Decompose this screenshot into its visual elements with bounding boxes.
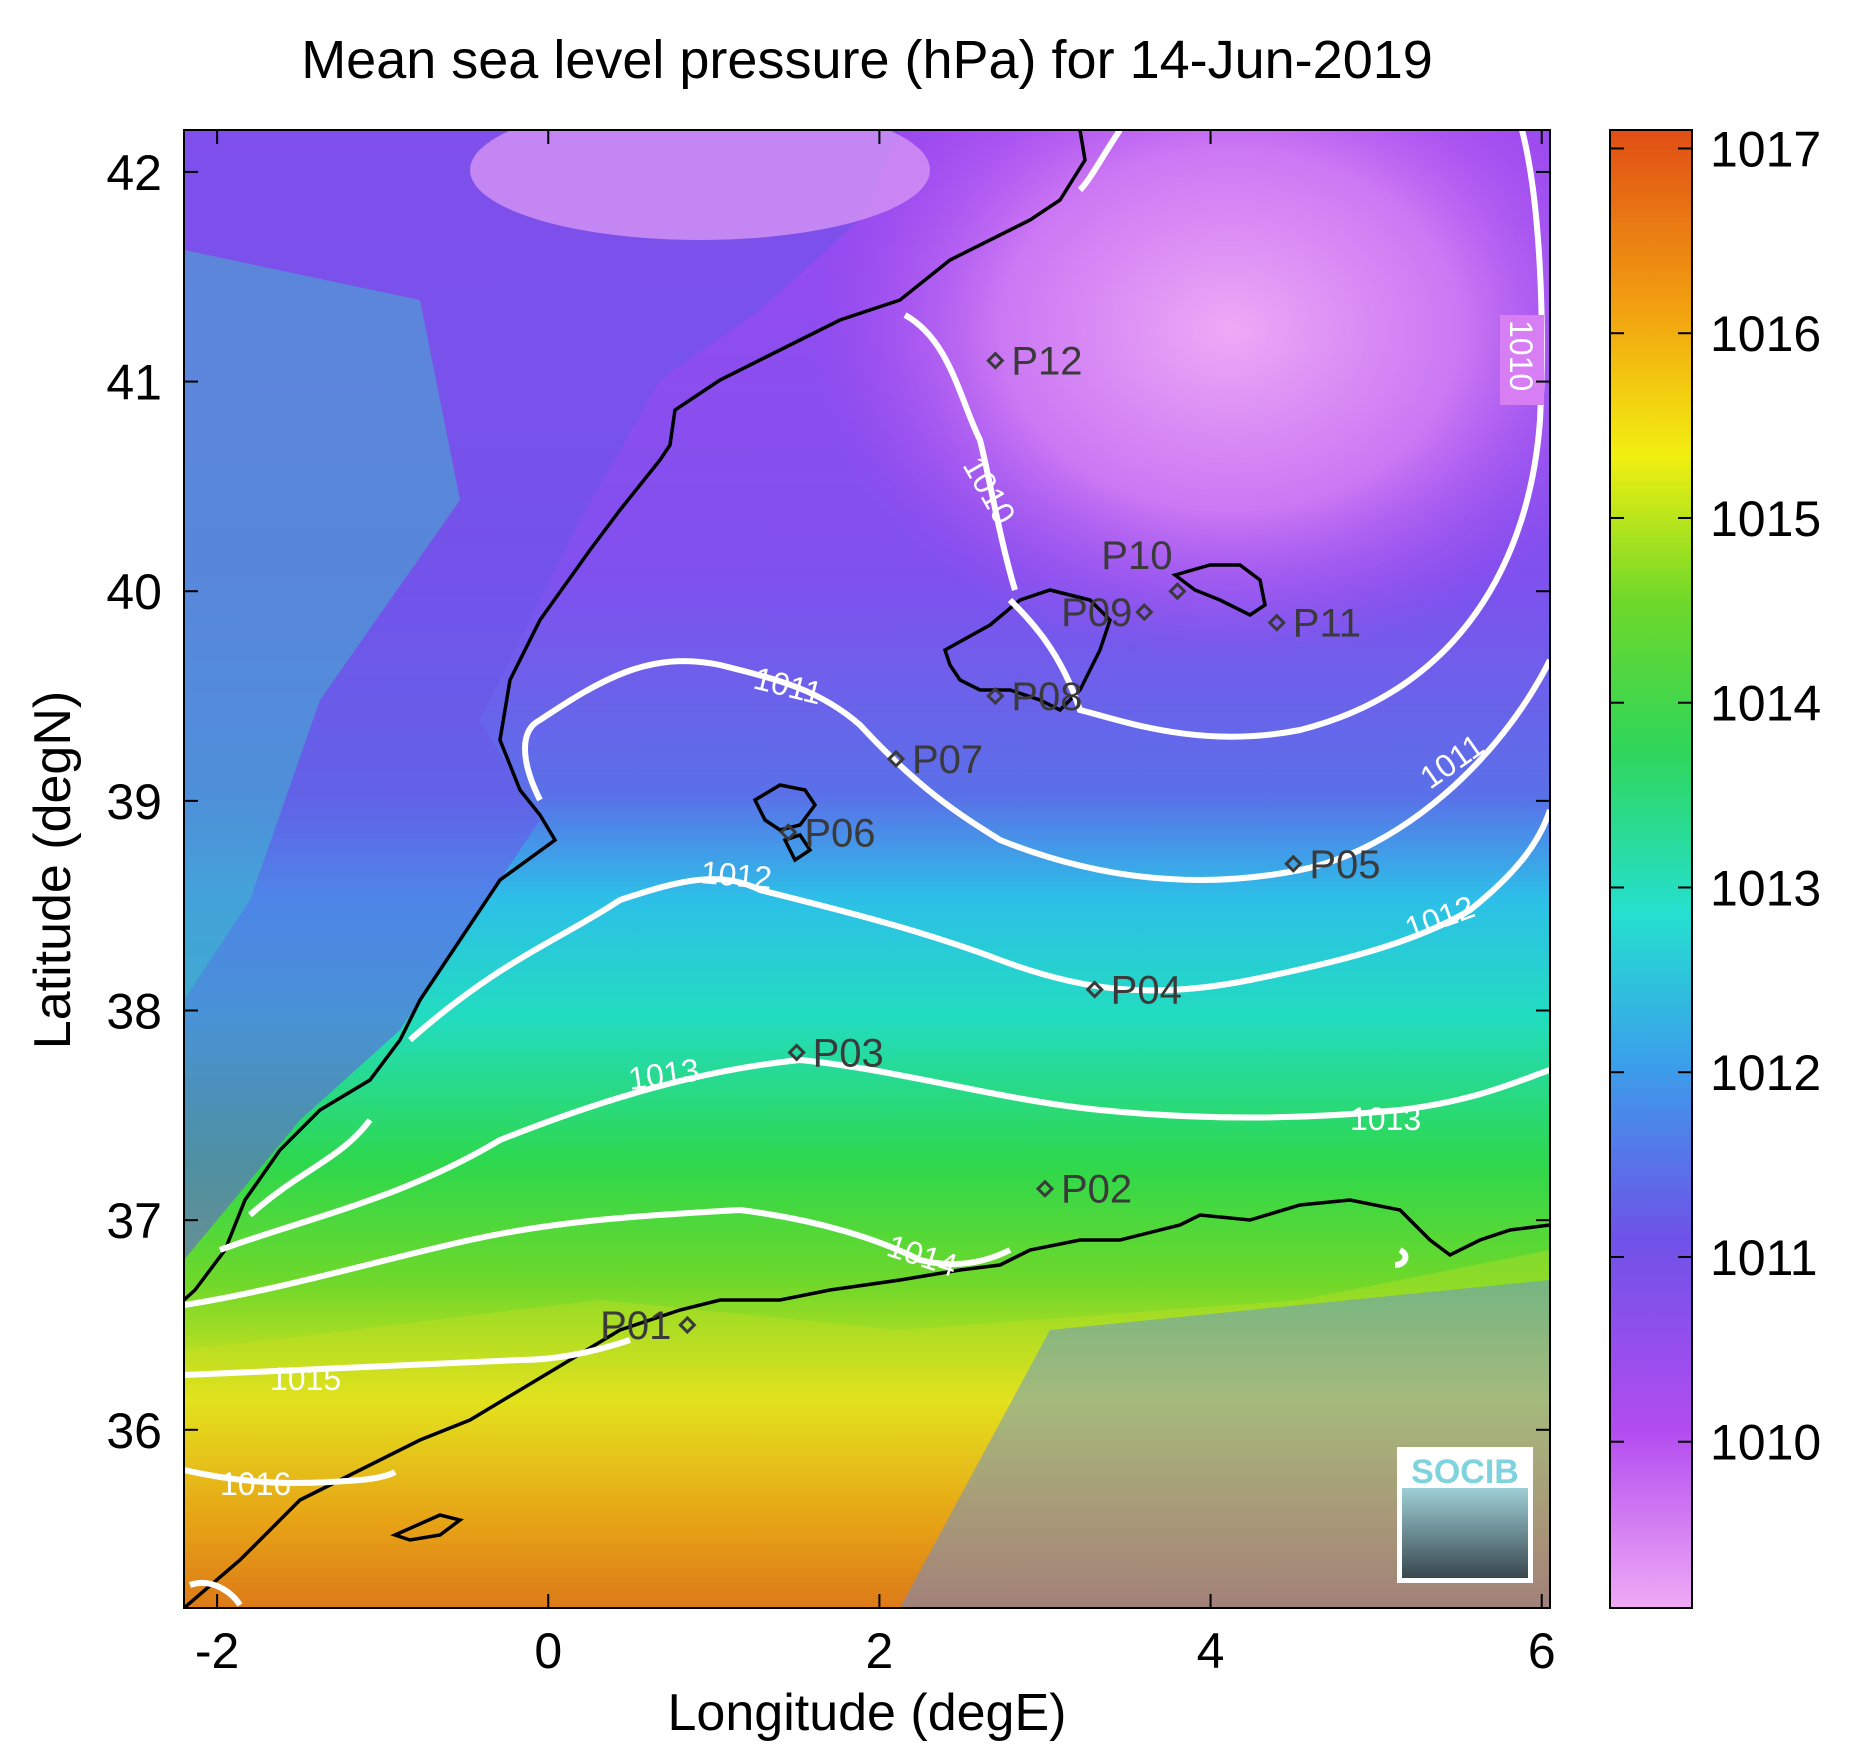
isobar-1010-north [1077, 130, 1123, 193]
station-label: P01 [600, 1304, 671, 1348]
y-tick-label: 37 [106, 1193, 162, 1249]
isobar-1014-east [1394, 1247, 1409, 1268]
coastlines [184, 130, 1550, 1608]
low-pressure-centre [810, 130, 1550, 660]
station-marker [678, 1315, 697, 1335]
isobar-1013 [218, 1056, 1550, 1253]
station-marker [1035, 1179, 1055, 1198]
station-marker [1168, 582, 1187, 601]
inland-high-tint [184, 250, 460, 1000]
ibiza-coast [752, 783, 818, 832]
mallorca-coast [942, 588, 1113, 713]
station-marker [1135, 603, 1154, 622]
colorbar-tick-label: 1012 [1710, 1045, 1821, 1101]
iberia-land-tint [184, 130, 900, 1260]
x-tick-label: 4 [1197, 1623, 1225, 1679]
station-marker [1085, 980, 1104, 999]
x-tick-label: 6 [1528, 1623, 1556, 1679]
logo-wave [1402, 1488, 1528, 1578]
y-tick-label: 42 [106, 145, 162, 201]
contour-label: 1010 [1503, 320, 1539, 391]
station-label: P07 [912, 738, 983, 782]
isobar-1010-east [1007, 130, 1545, 740]
station-label: P03 [813, 1031, 884, 1075]
isobar-1015 [184, 1337, 631, 1378]
station-marker [1284, 854, 1303, 873]
colorbar-tick-label: 1017 [1710, 121, 1821, 177]
alboran-coast [390, 1513, 464, 1542]
x-tick-label: 0 [534, 1623, 562, 1679]
contour-label: 1015 [270, 1361, 341, 1397]
colorbar-tick-label: 1016 [1710, 306, 1821, 362]
station-marker [779, 823, 798, 842]
station-label: P12 [1011, 340, 1082, 384]
africa-coast [184, 1198, 1550, 1608]
station-marker [986, 686, 1005, 706]
isobar-1016-corner [189, 1580, 243, 1607]
isobar-1012 [408, 809, 1550, 1043]
contour-label: 1013 [1350, 1101, 1421, 1137]
colorbar-tick-label: 1011 [1710, 1230, 1818, 1286]
station-label: P05 [1309, 843, 1380, 887]
isobar-1014 [184, 1206, 1012, 1308]
x-axis-label: Longitude (degE) [668, 1684, 1067, 1742]
station-marker [986, 351, 1005, 370]
y-tick-label: 39 [106, 774, 162, 830]
y-tick-label: 38 [106, 984, 162, 1040]
colorbar-tick-label: 1015 [1710, 491, 1821, 547]
x-tick-label: 2 [866, 1623, 894, 1679]
map-plot-area: 1010 1010 1011 1011 1012 1012 1013 1013 … [184, 130, 1550, 1608]
y-axis-ticks: 36 37 38 39 40 41 42 [106, 145, 1550, 1459]
y-axis-label: Latitude (degN) [24, 691, 82, 1049]
station-label: P08 [1011, 675, 1082, 719]
colorbar-tick-label: 1014 [1710, 676, 1821, 732]
chart-title: Mean sea level pressure (hPa) for 14-Jun… [301, 30, 1433, 90]
station-label: P02 [1061, 1168, 1132, 1212]
station-marker [787, 1043, 806, 1062]
x-tick-label: -2 [195, 1623, 239, 1679]
y-tick-label: 36 [106, 1403, 162, 1459]
colorbar [1609, 129, 1693, 1609]
station-marker [1267, 613, 1286, 632]
iberia-coast [184, 130, 1087, 1302]
station-label: P09 [1061, 591, 1132, 635]
isobar-1010-west [903, 312, 1018, 591]
plot-frame [183, 129, 1551, 1609]
y-tick-label: 40 [106, 564, 162, 620]
station-marker [886, 749, 906, 769]
isobars [184, 130, 1550, 1607]
colorbar-ticks: 1010 1011 1012 1013 1014 1015 1016 1017 [1610, 121, 1821, 1471]
y-tick-label: 41 [106, 355, 162, 411]
isobar-1016 [184, 1467, 397, 1486]
africa-east-tint [900, 1280, 1550, 1608]
logo-text: SOCIB [1411, 1453, 1519, 1491]
colorbar-tick-label: 1010 [1710, 1415, 1821, 1471]
colorbar-tick-label: 1013 [1710, 860, 1821, 916]
isobar-1012-coast [247, 1118, 373, 1218]
x-axis-ticks: -2 0 2 4 6 [195, 130, 1556, 1679]
isobar-1011 [522, 658, 1550, 883]
station-label: P11 [1293, 602, 1361, 646]
africa-land-tint [184, 1250, 1550, 1608]
station-label: P04 [1111, 969, 1182, 1013]
contour-label: 1012 [699, 854, 773, 896]
station-markers: P01 P02 P03 P04 P05 P06 P07 P08 P09 P10 P11 P12 [600, 340, 1380, 1348]
station-label: P06 [804, 811, 875, 855]
contour-label: 1016 [220, 1466, 291, 1502]
socib-logo: SOCIB [1397, 1447, 1533, 1583]
menorca-coast [1171, 563, 1267, 618]
northern-low-patch [470, 130, 930, 240]
label-bg [1500, 315, 1544, 405]
formentera-coast [782, 832, 813, 863]
station-label: P10 [1101, 534, 1172, 578]
